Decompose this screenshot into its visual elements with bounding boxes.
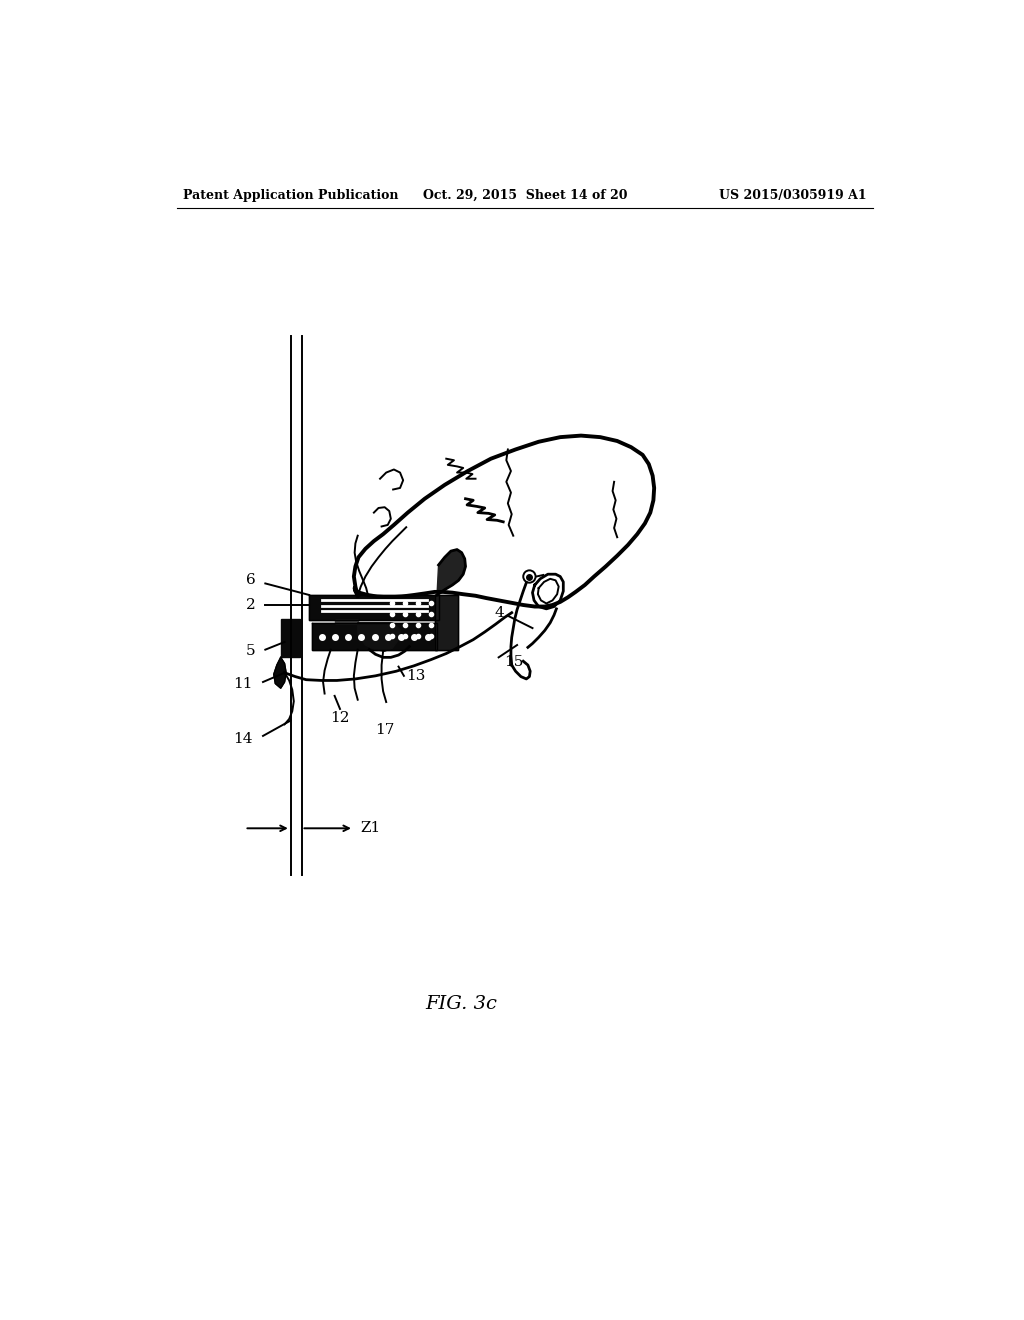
Text: FIG. 3c: FIG. 3c <box>426 995 498 1012</box>
Text: 4: 4 <box>495 606 504 619</box>
Text: 14: 14 <box>232 733 252 746</box>
Text: 5: 5 <box>246 644 255 659</box>
Text: 11: 11 <box>232 677 252 690</box>
Polygon shape <box>335 620 357 623</box>
Text: 17: 17 <box>375 723 394 737</box>
Text: 2: 2 <box>246 598 255 612</box>
Polygon shape <box>437 549 466 595</box>
Text: Z1: Z1 <box>360 821 380 836</box>
Text: US 2015/0305919 A1: US 2015/0305919 A1 <box>719 189 866 202</box>
Text: Patent Application Publication: Patent Application Publication <box>183 189 398 202</box>
Polygon shape <box>281 619 300 657</box>
Text: 12: 12 <box>331 711 350 725</box>
Polygon shape <box>435 595 458 649</box>
Text: Oct. 29, 2015  Sheet 14 of 20: Oct. 29, 2015 Sheet 14 of 20 <box>423 189 627 202</box>
Polygon shape <box>312 623 437 649</box>
Text: 15: 15 <box>504 655 523 669</box>
Polygon shape <box>309 595 438 620</box>
Polygon shape <box>273 657 286 688</box>
Text: 6: 6 <box>246 573 255 587</box>
Text: 13: 13 <box>407 669 426 682</box>
Polygon shape <box>357 623 400 651</box>
